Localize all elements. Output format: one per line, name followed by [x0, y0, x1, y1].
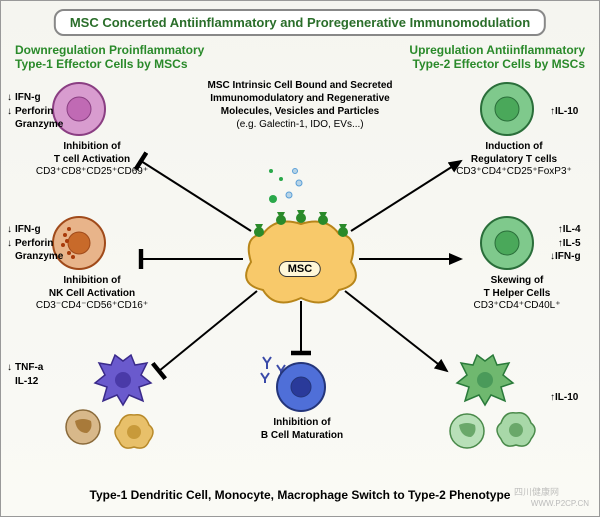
subtitle-left: Downregulation Proinflammatory Type-1 Ef…: [15, 43, 204, 72]
watermark-text-1: 四川健康网: [514, 485, 559, 498]
treg-cell-name: Induction of Regulatory T cells: [471, 141, 557, 165]
b-cell-name: Inhibition of B Cell Maturation: [261, 417, 343, 441]
t-cell-name: Inhibition of T cell Activation: [54, 141, 130, 165]
b-cell-label: Inhibition of B Cell Maturation: [247, 417, 357, 442]
center-description: MSC Intrinsic Cell Bound and Secreted Im…: [200, 79, 400, 131]
cytokines-th: ↑IL-4 ↑IL-5 ↓IFN-g: [547, 223, 581, 264]
msc-label: MSC: [279, 261, 321, 277]
t-cell-label: Inhibition of T cell Activation CD3⁺CD8⁺…: [27, 141, 157, 179]
subtitle-right-line2: Type-2 Effector Cells by MSCs: [413, 57, 586, 71]
watermark-text-2: WWW.P2CP.CN: [531, 499, 589, 508]
type2-monocyte: [447, 411, 487, 451]
subtitle-left-line1: Downregulation Proinflammatory: [15, 43, 204, 57]
cytokines-dc2: ↑IL-10: [547, 391, 578, 405]
center-l1: MSC Intrinsic Cell Bound and Secreted: [207, 80, 392, 91]
nk-cell-label: Inhibition of NK Cell Activation CD3⁻CD4…: [27, 275, 157, 313]
type2-macrophage: [493, 409, 539, 451]
footer-label: Type-1 Dendritic Cell, Monocyte, Macroph…: [90, 488, 511, 502]
diagram-canvas: MSC Concerted Antiinflammatory and Prore…: [0, 0, 600, 517]
th-cell-name: Skewing of T Helper Cells: [484, 275, 551, 299]
cytokines-nk: ↓IFN-g ↓Perforin Granzyme: [7, 223, 63, 264]
cytokines-tcell: ↓IFN-g ↓Perforin Granzyme: [7, 91, 63, 132]
center-l2: Immunomodulatory and Regenerative: [210, 93, 389, 104]
subtitle-right-line1: Upregulation Antiinflammatory: [409, 43, 585, 57]
center-eg: (e.g. Galectin-1, IDO, EVs...): [236, 119, 363, 130]
cytokines-dc1: ↓TNF-a IL-12: [7, 361, 43, 388]
th-cell: [479, 215, 535, 271]
nk-cell-name: Inhibition of NK Cell Activation: [49, 275, 135, 299]
treg-cell-label: Induction of Regulatory T cells CD3⁺CD4⁺…: [439, 141, 589, 179]
subtitle-left-line2: Type-1 Effector Cells by MSCs: [15, 57, 188, 71]
treg-cell: [479, 81, 535, 137]
subtitle-right: Upregulation Antiinflammatory Type-2 Eff…: [409, 43, 585, 72]
type1-dendritic-cell: [91, 351, 155, 409]
type1-macrophage: [111, 411, 157, 453]
b-cell: [275, 361, 327, 413]
main-title: MSC Concerted Antiinflammatory and Prore…: [54, 9, 546, 36]
treg-cell-markers: CD3⁺CD4⁺CD25⁺FoxP3⁺: [456, 166, 572, 177]
type1-monocyte: [63, 407, 103, 447]
type2-dendritic-cell: [453, 351, 517, 409]
cytokines-treg: ↑IL-10: [547, 105, 578, 119]
th-cell-markers: CD3⁺CD4⁺CD40L⁺: [474, 300, 561, 311]
secreted-particles: [261, 161, 311, 211]
center-l3: Molecules, Vesicles and Particles: [221, 106, 379, 117]
t-cell-markers: CD3⁺CD8⁺CD25⁺CD69⁺: [36, 166, 148, 177]
th-cell-label: Skewing of T Helper Cells CD3⁺CD4⁺CD40L⁺: [447, 275, 587, 313]
nk-cell-markers: CD3⁻CD4⁻CD56⁺CD16⁺: [36, 300, 148, 311]
